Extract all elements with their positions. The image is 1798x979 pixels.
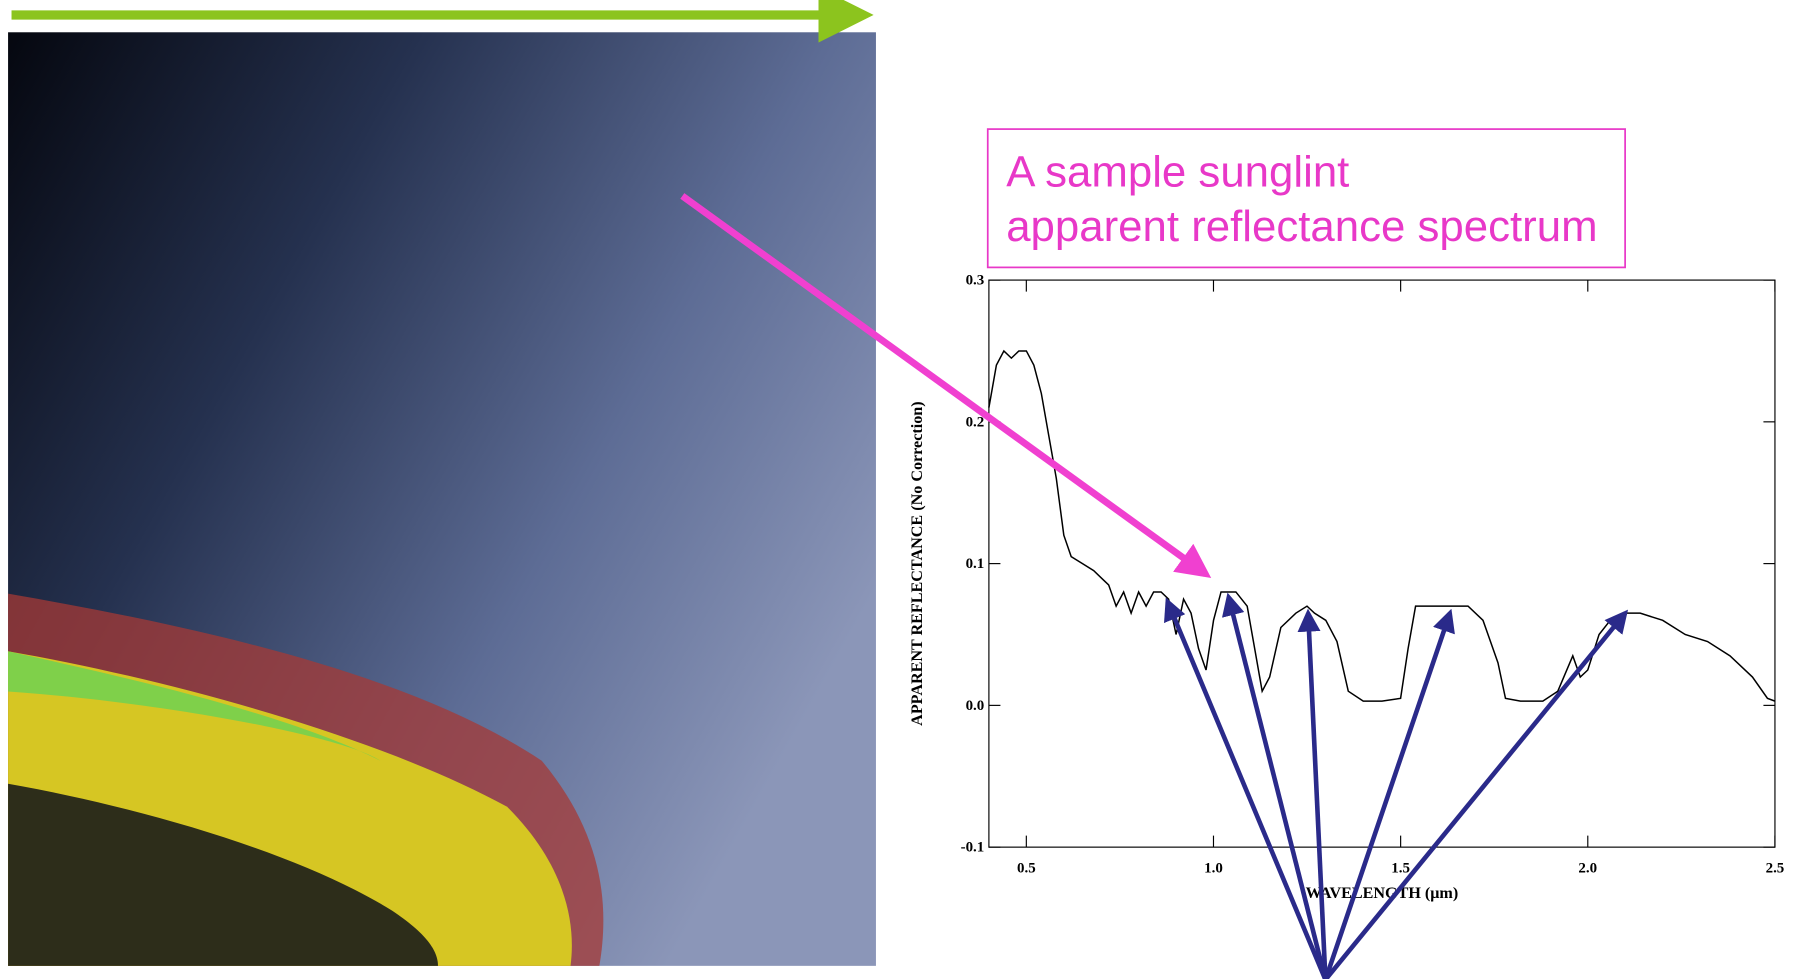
x-axis-label: WAVELENGTH (μm)	[1306, 885, 1459, 902]
y-tick-label: 0.2	[966, 414, 985, 430]
y-tick-label: 0.3	[966, 273, 985, 289]
y-tick-label: -0.1	[961, 840, 985, 856]
plot: -0.1 0.0 0.1 0.2 0.3 0.5 1.0 1.5 2.0 2.5 WAVELENGT…	[909, 273, 1784, 902]
y-axis-label: APPARENT REFLECTANCE (No Correction)	[909, 401, 926, 725]
blue-arrow	[1297, 608, 1328, 979]
x-tick-label: 1.0	[1204, 860, 1223, 876]
blue-arrow	[1323, 609, 1629, 979]
annotation-box	[986, 128, 1626, 269]
x-tick-label: 2.0	[1578, 860, 1597, 876]
pink-arrow	[680, 193, 1212, 579]
y-tick-label: 0.0	[966, 698, 985, 714]
blue-arrow	[1164, 597, 1328, 979]
blue-arrows	[1164, 592, 1629, 979]
image	[8, 32, 876, 966]
x-tick-label: 2.5	[1766, 860, 1785, 876]
plot-frame	[988, 279, 1776, 848]
x-tick-label: 0.5	[1017, 860, 1036, 876]
blue-arrow	[1323, 608, 1455, 979]
spectrum-line	[988, 349, 1776, 702]
blue-arrow	[1221, 592, 1328, 979]
x-tick-label: 1.5	[1391, 860, 1410, 876]
y-tick-label: 0.1	[966, 556, 985, 572]
annotation: A sample sunglint apparent reflectance sp…	[1006, 148, 1597, 251]
